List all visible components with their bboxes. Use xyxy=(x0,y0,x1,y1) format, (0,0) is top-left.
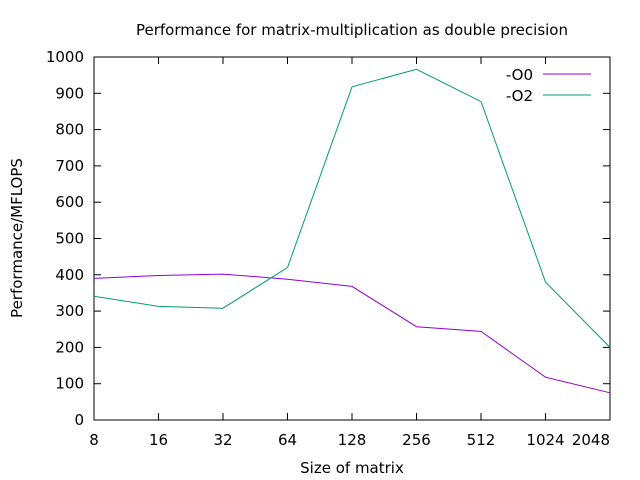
y-tick-label: 900 xyxy=(55,84,84,102)
y-tick-label: 0 xyxy=(74,411,84,429)
x-axis-ticks: 8 16 32 64 128 256 512 1024 2048 xyxy=(89,57,611,449)
y-axis-label: Performance/MFLOPS xyxy=(8,158,26,318)
chart-title: Performance for matrix-multiplication as… xyxy=(136,21,568,39)
x-tick-label: 2048 xyxy=(572,431,610,449)
series-lines xyxy=(93,68,611,394)
x-tick-label: 1024 xyxy=(526,431,564,449)
y-tick-label: 400 xyxy=(55,266,84,284)
y-tick-label: 100 xyxy=(55,375,84,393)
legend-label: -O0 xyxy=(506,66,533,84)
y-tick-label: 1000 xyxy=(46,48,84,66)
x-tick-label: 16 xyxy=(149,431,168,449)
x-tick-label: 512 xyxy=(467,431,496,449)
y-tick-label: 800 xyxy=(55,121,84,139)
x-tick-label: 64 xyxy=(278,431,297,449)
series-line-0 xyxy=(93,273,611,394)
x-tick-label: 128 xyxy=(338,431,367,449)
y-tick-label: 300 xyxy=(55,302,84,320)
plot-frame xyxy=(93,56,611,421)
legend: -O0-O2 xyxy=(506,66,591,105)
x-tick-label: 8 xyxy=(89,431,99,449)
x-axis-label: Size of matrix xyxy=(300,459,404,477)
x-tick-label: 256 xyxy=(402,431,431,449)
y-tick-label: 200 xyxy=(55,338,84,356)
y-tick-label: 700 xyxy=(55,157,84,175)
y-tick-label: 600 xyxy=(55,193,84,211)
y-axis-ticks: 0 100 200 300 400 500 600 700 800 900 1000 xyxy=(46,48,610,429)
legend-label: -O2 xyxy=(506,87,533,105)
series-line-1 xyxy=(93,68,611,348)
x-tick-label: 32 xyxy=(213,431,232,449)
y-tick-label: 500 xyxy=(55,230,84,248)
